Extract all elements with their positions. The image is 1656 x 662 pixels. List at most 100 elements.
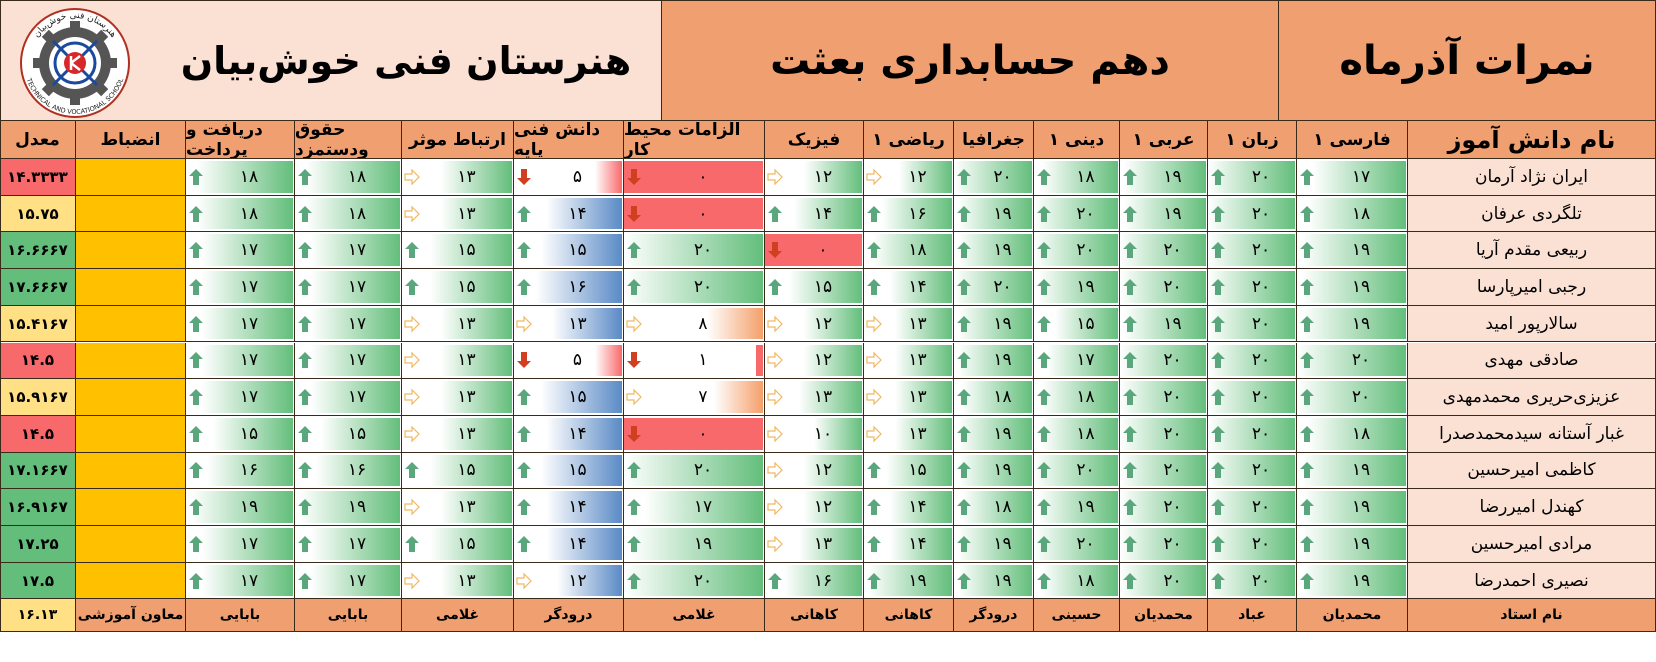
grade-cell[interactable]: ۱۷: [295, 342, 402, 380]
grade-cell[interactable]: ۱۹: [954, 232, 1034, 270]
student-name[interactable]: ربیعی مقدم آریا: [1408, 232, 1656, 270]
grade-cell[interactable]: ۱۳: [402, 562, 514, 600]
grade-cell[interactable]: ۱۶: [186, 452, 295, 490]
grade-cell[interactable]: ۱۹: [954, 305, 1034, 343]
grade-cell[interactable]: ۱۷: [1297, 159, 1408, 196]
teacher-name[interactable]: محمدیان: [1120, 599, 1208, 632]
grade-cell[interactable]: ۱۸: [295, 195, 402, 233]
grade-cell[interactable]: ۱۸: [1034, 562, 1120, 600]
teacher-name[interactable]: غلامی: [402, 599, 514, 632]
grade-cell[interactable]: ۱۳: [864, 305, 954, 343]
teacher-name[interactable]: کاهانی: [864, 599, 954, 632]
grade-cell[interactable]: ۱۹: [864, 562, 954, 600]
discipline-cell[interactable]: [76, 305, 186, 343]
teacher-name[interactable]: کاهانی: [765, 599, 864, 632]
grade-cell[interactable]: ۱۵: [186, 415, 295, 453]
grade-cell[interactable]: ۱۴: [514, 526, 624, 563]
grade-cell[interactable]: ۱۳: [402, 305, 514, 343]
grade-cell[interactable]: ۲۰: [1208, 452, 1297, 490]
grade-cell[interactable]: ۱۴: [514, 489, 624, 526]
grade-cell[interactable]: ۱۷: [186, 562, 295, 600]
grade-cell[interactable]: ۱۲: [864, 159, 954, 196]
grade-cell[interactable]: ۱۹: [1297, 232, 1408, 270]
grade-cell[interactable]: ۱۷: [186, 379, 295, 416]
grade-cell[interactable]: ۱۹: [1297, 489, 1408, 526]
average-value[interactable]: ۱۷.۵: [0, 562, 76, 600]
grade-cell[interactable]: ۱۸: [1034, 379, 1120, 416]
student-name[interactable]: صادقی مهدی: [1408, 342, 1656, 380]
grade-cell[interactable]: ۱۷: [295, 526, 402, 563]
grade-cell[interactable]: ۱۵: [402, 452, 514, 490]
column-header[interactable]: دینی ۱: [1034, 121, 1120, 159]
grade-cell[interactable]: ۲۰: [1208, 379, 1297, 416]
grade-cell[interactable]: ۱۹: [954, 195, 1034, 233]
grade-cell[interactable]: ۱۵: [402, 526, 514, 563]
grade-cell[interactable]: ۱۵: [514, 452, 624, 490]
discipline-cell[interactable]: [76, 195, 186, 233]
teacher-name[interactable]: بابایی: [186, 599, 295, 632]
teacher-name[interactable]: محمدیان: [1297, 599, 1408, 632]
grade-cell[interactable]: ۲۰: [1034, 232, 1120, 270]
grade-cell[interactable]: ۱۲: [765, 342, 864, 380]
grade-cell[interactable]: ۲۰: [1120, 379, 1208, 416]
grade-cell[interactable]: ۱۹: [1297, 452, 1408, 490]
teacher-name[interactable]: بابایی: [295, 599, 402, 632]
grade-cell[interactable]: ۵: [514, 159, 624, 196]
grade-cell[interactable]: ۱۴: [514, 195, 624, 233]
grade-cell[interactable]: ۷: [624, 379, 765, 416]
grade-cell[interactable]: ۱۰: [765, 415, 864, 453]
average-value[interactable]: ۱۷.۱۶۶۷: [0, 452, 76, 490]
grade-cell[interactable]: ۲۰: [1120, 452, 1208, 490]
teacher-name[interactable]: غلامی: [624, 599, 765, 632]
grade-cell[interactable]: ۱۸: [954, 379, 1034, 416]
report-title-cell[interactable]: نمرات آذرماه: [1278, 0, 1656, 121]
grade-cell[interactable]: ۱۸: [1297, 415, 1408, 453]
student-name[interactable]: نصیری احمدرضا: [1408, 562, 1656, 600]
teacher-name[interactable]: عباد: [1208, 599, 1297, 632]
grade-cell[interactable]: ۱۳: [402, 159, 514, 196]
grade-cell[interactable]: ۱: [624, 342, 765, 380]
average-value[interactable]: ۱۶.۹۱۶۷: [0, 489, 76, 526]
grade-cell[interactable]: ۱۸: [1034, 159, 1120, 196]
grade-cell[interactable]: ۰: [624, 195, 765, 233]
grade-cell[interactable]: ۱۸: [295, 159, 402, 196]
grade-cell[interactable]: ۲۰: [1120, 269, 1208, 306]
column-header[interactable]: ارتباط موثر: [402, 121, 514, 159]
student-name[interactable]: رجبی امیرپارسا: [1408, 269, 1656, 306]
grade-cell[interactable]: ۸: [624, 305, 765, 343]
grade-cell[interactable]: ۱۸: [1034, 415, 1120, 453]
grade-cell[interactable]: ۱۴: [864, 269, 954, 306]
student-name[interactable]: کهندل امیررضا: [1408, 489, 1656, 526]
grade-cell[interactable]: ۱۹: [1034, 269, 1120, 306]
grade-cell[interactable]: ۲۰: [1208, 562, 1297, 600]
average-value[interactable]: ۱۴.۳۳۳۳: [0, 159, 76, 196]
grade-cell[interactable]: ۱۵: [1034, 305, 1120, 343]
grade-cell[interactable]: ۱۷: [186, 232, 295, 270]
grade-cell[interactable]: ۲۰: [1297, 379, 1408, 416]
student-name[interactable]: کاظمی امیرحسین: [1408, 452, 1656, 490]
average-value[interactable]: ۱۵.۹۱۶۷: [0, 379, 76, 416]
grade-cell[interactable]: ۲۰: [1120, 526, 1208, 563]
grade-cell[interactable]: ۱۷: [186, 305, 295, 343]
class-name-cell[interactable]: دهم حسابداری بعثت: [661, 0, 1279, 121]
grade-cell[interactable]: ۱۶: [295, 452, 402, 490]
grade-cell[interactable]: ۱۳: [402, 342, 514, 380]
grade-cell[interactable]: ۲۰: [1208, 489, 1297, 526]
discipline-cell[interactable]: [76, 232, 186, 270]
grade-cell[interactable]: ۱۷: [624, 489, 765, 526]
student-name[interactable]: سالارپور امید: [1408, 305, 1656, 343]
grade-cell[interactable]: ۲۰: [624, 562, 765, 600]
grade-cell[interactable]: ۱۷: [295, 562, 402, 600]
grade-cell[interactable]: ۱۷: [1034, 342, 1120, 380]
grade-cell[interactable]: ۱۹: [954, 452, 1034, 490]
grade-cell[interactable]: ۱۳: [864, 379, 954, 416]
discipline-cell[interactable]: [76, 342, 186, 380]
grade-cell[interactable]: ۲۰: [1034, 195, 1120, 233]
average-value[interactable]: ۱۴.۵: [0, 342, 76, 380]
grade-cell[interactable]: ۱۲: [765, 489, 864, 526]
discipline-cell[interactable]: [76, 526, 186, 563]
student-name[interactable]: تلگردی عرفان: [1408, 195, 1656, 233]
grade-cell[interactable]: ۲۰: [1034, 526, 1120, 563]
grade-cell[interactable]: ۱۹: [624, 526, 765, 563]
grade-cell[interactable]: ۱۹: [1120, 159, 1208, 196]
